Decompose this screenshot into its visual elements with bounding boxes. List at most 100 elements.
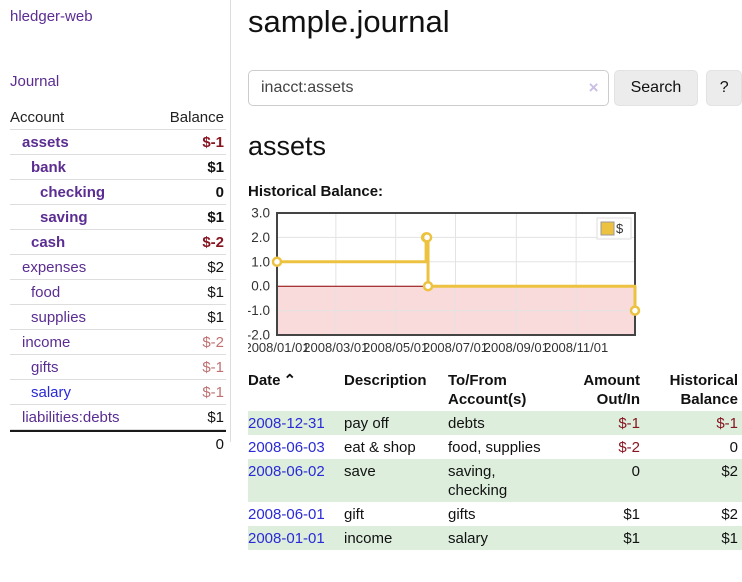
accounts-header-account: Account bbox=[10, 108, 65, 126]
account-link[interactable]: bank bbox=[31, 158, 67, 176]
svg-text:-1.0: -1.0 bbox=[248, 303, 270, 318]
account-heading: assets bbox=[248, 131, 327, 161]
transaction-row: 2008-01-01 income salary $1 $1 bbox=[248, 526, 742, 550]
svg-text:2008/11/01: 2008/11/01 bbox=[544, 340, 608, 355]
transaction-row: 2008-06-03 eat & shop food, supplies $-2 0 bbox=[248, 435, 742, 459]
accounts-table: Account Balance assets $-1 bank $1 checking 0… bbox=[10, 105, 226, 456]
col-amount-label: Amount Out/In bbox=[583, 372, 640, 408]
transaction-description: gift bbox=[344, 506, 365, 523]
account-balance: $-2 bbox=[202, 333, 224, 351]
svg-text:-2.0: -2.0 bbox=[248, 328, 270, 343]
transaction-balance: $1 bbox=[721, 530, 738, 547]
help-button[interactable]: ? bbox=[706, 70, 742, 106]
account-balance: $-1 bbox=[202, 383, 224, 401]
transaction-row: 2008-06-02 save saving, checking 0 $2 bbox=[248, 459, 742, 502]
col-balance-label: Historical Balance bbox=[669, 372, 738, 408]
transaction-date-link[interactable]: 2008-01-01 bbox=[248, 530, 325, 547]
svg-text:1.0: 1.0 bbox=[251, 254, 270, 269]
transaction-date-link[interactable]: 2008-06-01 bbox=[248, 506, 325, 523]
accounts-total-row: 0 bbox=[10, 430, 226, 456]
accounts-total-value: 0 bbox=[215, 435, 224, 453]
sidebar: hledger-web Journal Account Balance asse… bbox=[0, 0, 231, 453]
search-form: × Search ? bbox=[248, 70, 742, 106]
account-row: supplies $1 bbox=[10, 305, 226, 330]
transaction-accounts: saving, checking bbox=[448, 463, 508, 499]
main-content: sample.journal × Search ? assets Histori… bbox=[244, 0, 742, 550]
transaction-date-link[interactable]: 2008-06-03 bbox=[248, 439, 325, 456]
account-row: food $1 bbox=[10, 280, 226, 305]
account-balance: $2 bbox=[207, 258, 224, 276]
svg-text:2008/01/01: 2008/01/01 bbox=[248, 340, 310, 355]
accounts-rows: assets $-1 bank $1 checking 0 saving $1 cash $-2 e… bbox=[10, 130, 226, 430]
account-link[interactable]: income bbox=[22, 333, 71, 351]
account-balance: $1 bbox=[207, 408, 224, 426]
transaction-balance: $-1 bbox=[716, 415, 738, 432]
register-header-row: Date ⌃ Description To/From Account(s) Amo… bbox=[248, 369, 742, 411]
account-link[interactable]: saving bbox=[40, 208, 88, 226]
account-row: saving $1 bbox=[10, 205, 226, 230]
transaction-description: eat & shop bbox=[344, 439, 416, 456]
sort-ascending-icon[interactable]: ⌃ bbox=[283, 372, 297, 389]
accounts-table-header: Account Balance bbox=[10, 105, 226, 130]
account-row: salary $-1 bbox=[10, 380, 226, 405]
svg-text:2008/07/01: 2008/07/01 bbox=[423, 340, 488, 355]
register-table: Date ⌃ Description To/From Account(s) Amo… bbox=[248, 369, 742, 550]
account-link[interactable]: cash bbox=[31, 233, 66, 251]
transaction-description: income bbox=[344, 530, 393, 547]
transaction-row: 2008-06-01 gift gifts $1 $2 bbox=[248, 502, 742, 526]
account-link[interactable]: salary bbox=[31, 383, 72, 401]
account-link[interactable]: supplies bbox=[31, 308, 87, 326]
app-brand-link[interactable]: hledger-web bbox=[10, 8, 93, 25]
historical-balance-chart: $3.0 2.0 1.0 0.0 -1.0 -2.0 2008/01/01 2008/03/0… bbox=[244, 206, 742, 357]
account-balance: $-2 bbox=[202, 233, 224, 251]
col-description-label: Description bbox=[344, 372, 427, 389]
search-input-wrap: × bbox=[248, 70, 609, 106]
col-date-label[interactable]: Date bbox=[248, 372, 281, 389]
account-link[interactable]: expenses bbox=[22, 258, 87, 276]
transaction-accounts: food, supplies bbox=[448, 439, 541, 456]
account-row: assets $-1 bbox=[10, 130, 226, 155]
svg-text:0.0: 0.0 bbox=[251, 279, 270, 294]
chart-title: Historical Balance: bbox=[248, 183, 384, 200]
transaction-row: 2008-12-31 pay off debts $-1 $-1 bbox=[248, 411, 742, 435]
account-balance: $-1 bbox=[202, 358, 224, 376]
transaction-amount: $-1 bbox=[618, 415, 640, 432]
account-row: cash $-2 bbox=[10, 230, 226, 255]
account-link[interactable]: checking bbox=[40, 183, 106, 201]
transaction-balance: $2 bbox=[721, 463, 738, 480]
transaction-amount: $1 bbox=[623, 530, 640, 547]
transaction-accounts: salary bbox=[448, 530, 489, 547]
transaction-amount: $-2 bbox=[618, 439, 640, 456]
svg-text:2008/09/01: 2008/09/01 bbox=[484, 340, 549, 355]
svg-text:2008/03/01: 2008/03/01 bbox=[303, 340, 368, 355]
transaction-amount: 0 bbox=[631, 463, 640, 480]
svg-text:3.0: 3.0 bbox=[251, 207, 270, 221]
account-link[interactable]: assets bbox=[22, 133, 69, 151]
register-rows: 2008-12-31 pay off debts $-1 $-1 2008-06-03 ea… bbox=[248, 411, 742, 550]
transaction-balance: 0 bbox=[729, 439, 738, 456]
account-row: expenses $2 bbox=[10, 255, 226, 280]
col-accounts-label: To/From Account(s) bbox=[448, 372, 527, 408]
account-balance: $1 bbox=[207, 208, 224, 226]
search-button[interactable]: Search bbox=[613, 70, 699, 106]
search-input[interactable] bbox=[248, 70, 609, 106]
page-title: sample.journal bbox=[248, 4, 450, 39]
clear-search-icon[interactable]: × bbox=[588, 78, 599, 97]
account-row: gifts $-1 bbox=[10, 355, 226, 380]
sidebar-item-journal[interactable]: Journal bbox=[10, 73, 60, 90]
account-link[interactable]: liabilities:debts bbox=[22, 408, 120, 426]
accounts-header-balance: Balance bbox=[169, 108, 224, 126]
account-link[interactable]: gifts bbox=[31, 358, 59, 376]
svg-text:2008/05/01: 2008/05/01 bbox=[363, 340, 428, 355]
account-row: liabilities:debts $1 bbox=[10, 405, 226, 430]
svg-text:$: $ bbox=[616, 221, 624, 236]
account-link[interactable]: food bbox=[31, 283, 61, 301]
transaction-accounts: gifts bbox=[448, 506, 476, 523]
transaction-date-link[interactable]: 2008-06-02 bbox=[248, 463, 325, 480]
account-row: income $-2 bbox=[10, 330, 226, 355]
transaction-date-link[interactable]: 2008-12-31 bbox=[248, 415, 325, 432]
account-balance: $-1 bbox=[202, 133, 224, 151]
account-balance: 0 bbox=[215, 183, 224, 201]
transaction-description: save bbox=[344, 463, 376, 480]
account-row: checking 0 bbox=[10, 180, 226, 205]
